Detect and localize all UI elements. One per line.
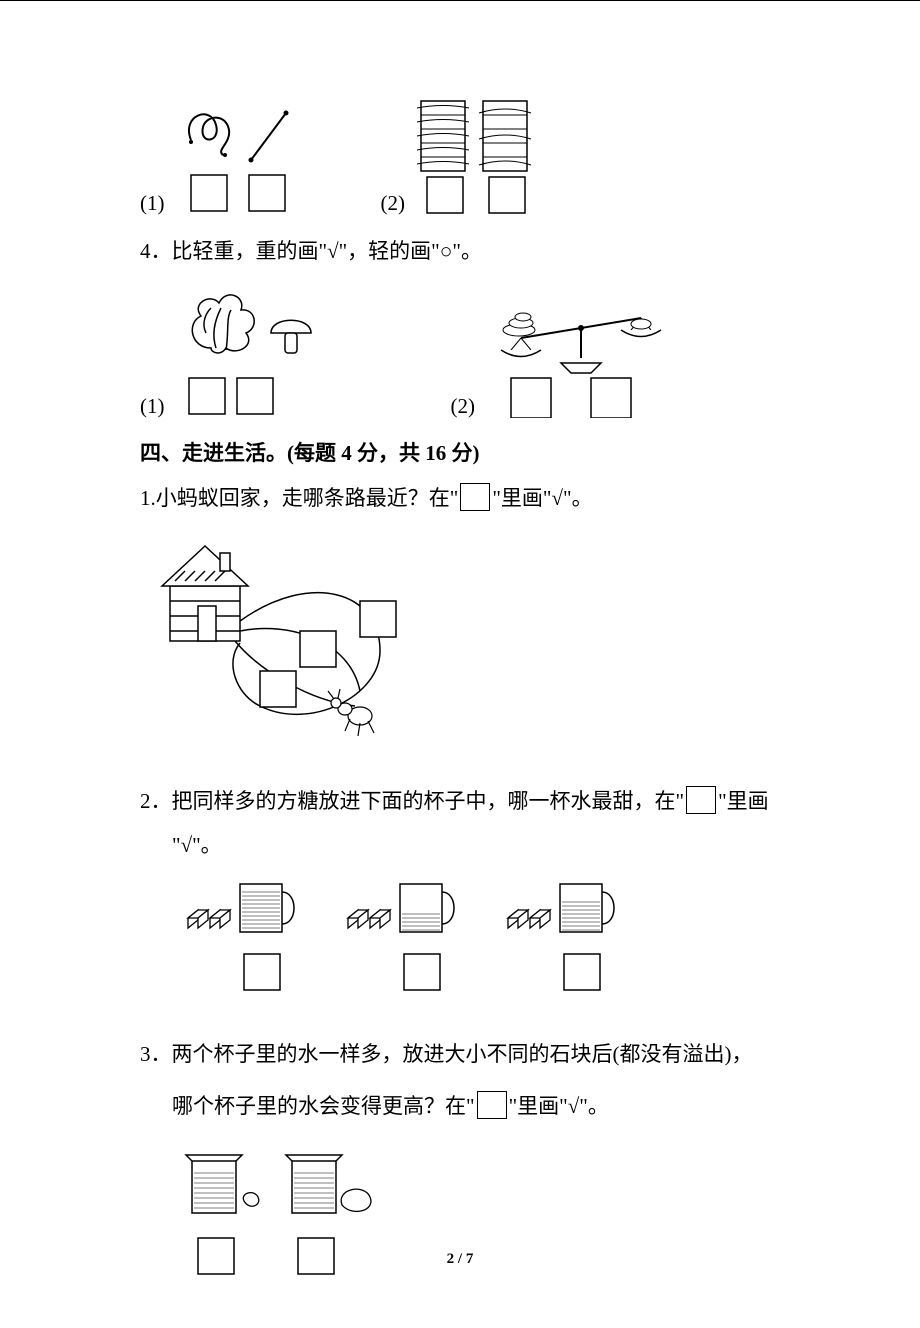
s4q3-b: 哪个杯子里的水会变得更高？在" [172,1094,475,1118]
s4q2-line2: "√"。 [140,824,800,866]
q4-row: (1) (2) [140,278,800,423]
page: (1) (2) [0,0,920,1328]
q3-fig1 [171,95,311,220]
inline-box[interactable] [686,786,716,814]
s4q3-c: "里画"√"。 [509,1094,609,1118]
s4q1-a: 1.小蚂蚁回家，走哪条路最近？在" [140,486,458,510]
inline-box[interactable] [460,483,490,511]
s4q1: 1.小蚂蚁回家，走哪条路最近？在" "里画"√"。 [140,477,800,519]
s4q1-fig [150,531,450,756]
s4q2-fig [180,874,660,1009]
s4q3-a: 3．两个杯子里的水一样多，放进大小不同的石块后(都没有溢出)， [140,1042,752,1066]
s4q2-b: "里画 [718,789,769,813]
section4-head: 四、走进生活。(每题 4 分，共 16 分) [140,437,800,467]
q3-fig2 [411,95,551,220]
q4-text: 4．比轻重，重的画"√"，轻的画"○"。 [140,230,800,272]
inline-box[interactable] [477,1091,507,1119]
q3-item1-prefix: (1) [140,191,165,220]
s4q2-c: "√"。 [172,833,222,857]
s4q2-a: 2．把同样多的方糖放进下面的杯子中，哪一杯水最甜，在" [140,789,684,813]
page-number: 2 / 7 [447,1251,474,1268]
s4q2-line1: 2．把同样多的方糖放进下面的杯子中，哪一杯水最甜，在" "里画 [140,780,800,822]
q4-item2-prefix: (2) [451,394,476,423]
s4q3-line2: 哪个杯子里的水会变得更高？在" "里画"√"。 [140,1085,800,1127]
s4q3-line1: 3．两个杯子里的水一样多，放进大小不同的石块后(都没有溢出)， [140,1033,800,1075]
s4q3-fig [180,1153,420,1288]
q4-fig2 [481,278,681,423]
q3-item2-prefix: (2) [381,191,406,220]
q4-fig1 [171,278,331,423]
q4-item1-prefix: (1) [140,394,165,423]
s4q1-b: "里画"√"。 [492,486,592,510]
q3-row: (1) (2) [140,95,800,220]
